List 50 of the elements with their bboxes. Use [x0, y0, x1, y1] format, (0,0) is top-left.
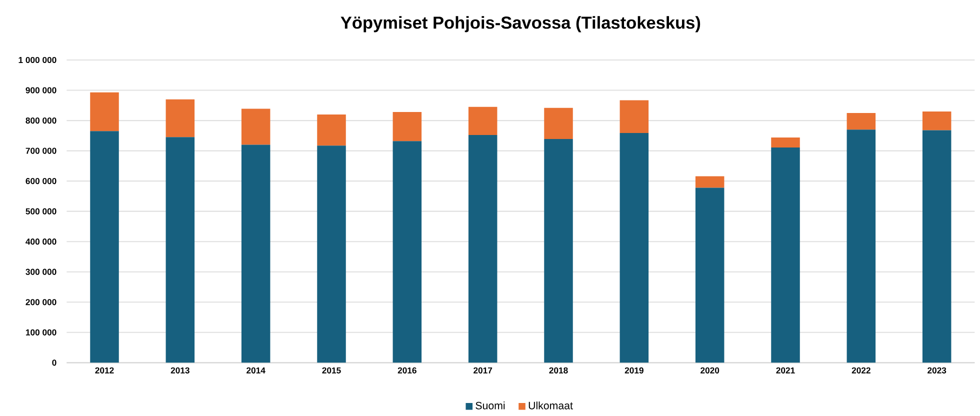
x-tick-label: 2019: [624, 367, 644, 374]
bar: [468, 135, 498, 363]
chart-title: Yöpymiset Pohjois-Savossa (Tilastokeskus): [340, 16, 700, 32]
y-tick-label: 200 000: [26, 299, 56, 306]
bar: [544, 138, 573, 363]
bar: [166, 99, 195, 138]
bar: [392, 112, 422, 142]
y-tick-label: 100 000: [26, 329, 56, 336]
bar: [846, 112, 876, 130]
x-tick-label: 2012: [95, 367, 114, 374]
bar: [846, 130, 876, 363]
x-tick-label: 2015: [322, 367, 341, 374]
x-tick-label: 2023: [928, 367, 946, 374]
y-tick-label: 500 000: [26, 208, 56, 214]
bar: [544, 108, 573, 139]
x-tick-label: 2016: [398, 367, 416, 374]
y-tick-label: 700 000: [26, 148, 56, 154]
y-tick-label: 600 000: [26, 178, 56, 184]
x-tick-label: 2017: [474, 367, 492, 374]
bar: [922, 130, 952, 363]
bar: [392, 141, 422, 363]
bar: [241, 108, 270, 145]
y-tick-label: 0: [52, 360, 56, 366]
x-tick-label: 2014: [246, 367, 266, 374]
bar: [317, 114, 346, 146]
bar: [695, 176, 724, 188]
x-tick-label: 2013: [170, 367, 190, 374]
bar: [317, 146, 346, 363]
x-tick-label: 2020: [700, 367, 720, 374]
y-tick-label: 900 000: [26, 87, 56, 94]
bar: [771, 137, 800, 148]
y-tick-label: 800 000: [26, 117, 56, 124]
bar: [90, 131, 119, 363]
bar: [166, 137, 195, 363]
bar: [922, 111, 952, 130]
y-tick-label: 400 000: [26, 238, 56, 245]
x-tick-label: 2022: [852, 367, 870, 374]
x-tick-label: 2021: [776, 367, 795, 374]
y-tick-label: 300 000: [26, 268, 56, 275]
bar: [468, 106, 498, 136]
bar: [620, 100, 649, 133]
bar: [620, 132, 649, 363]
bar: [771, 147, 800, 363]
bar: [695, 188, 724, 363]
bar: [90, 92, 119, 132]
legend-label: Ulkomaat: [528, 402, 573, 410]
legend-label: Suomi: [476, 402, 505, 410]
x-tick-label: 2018: [549, 367, 568, 374]
bar: [241, 144, 270, 363]
y-tick-label: 1 000 000: [18, 56, 56, 64]
